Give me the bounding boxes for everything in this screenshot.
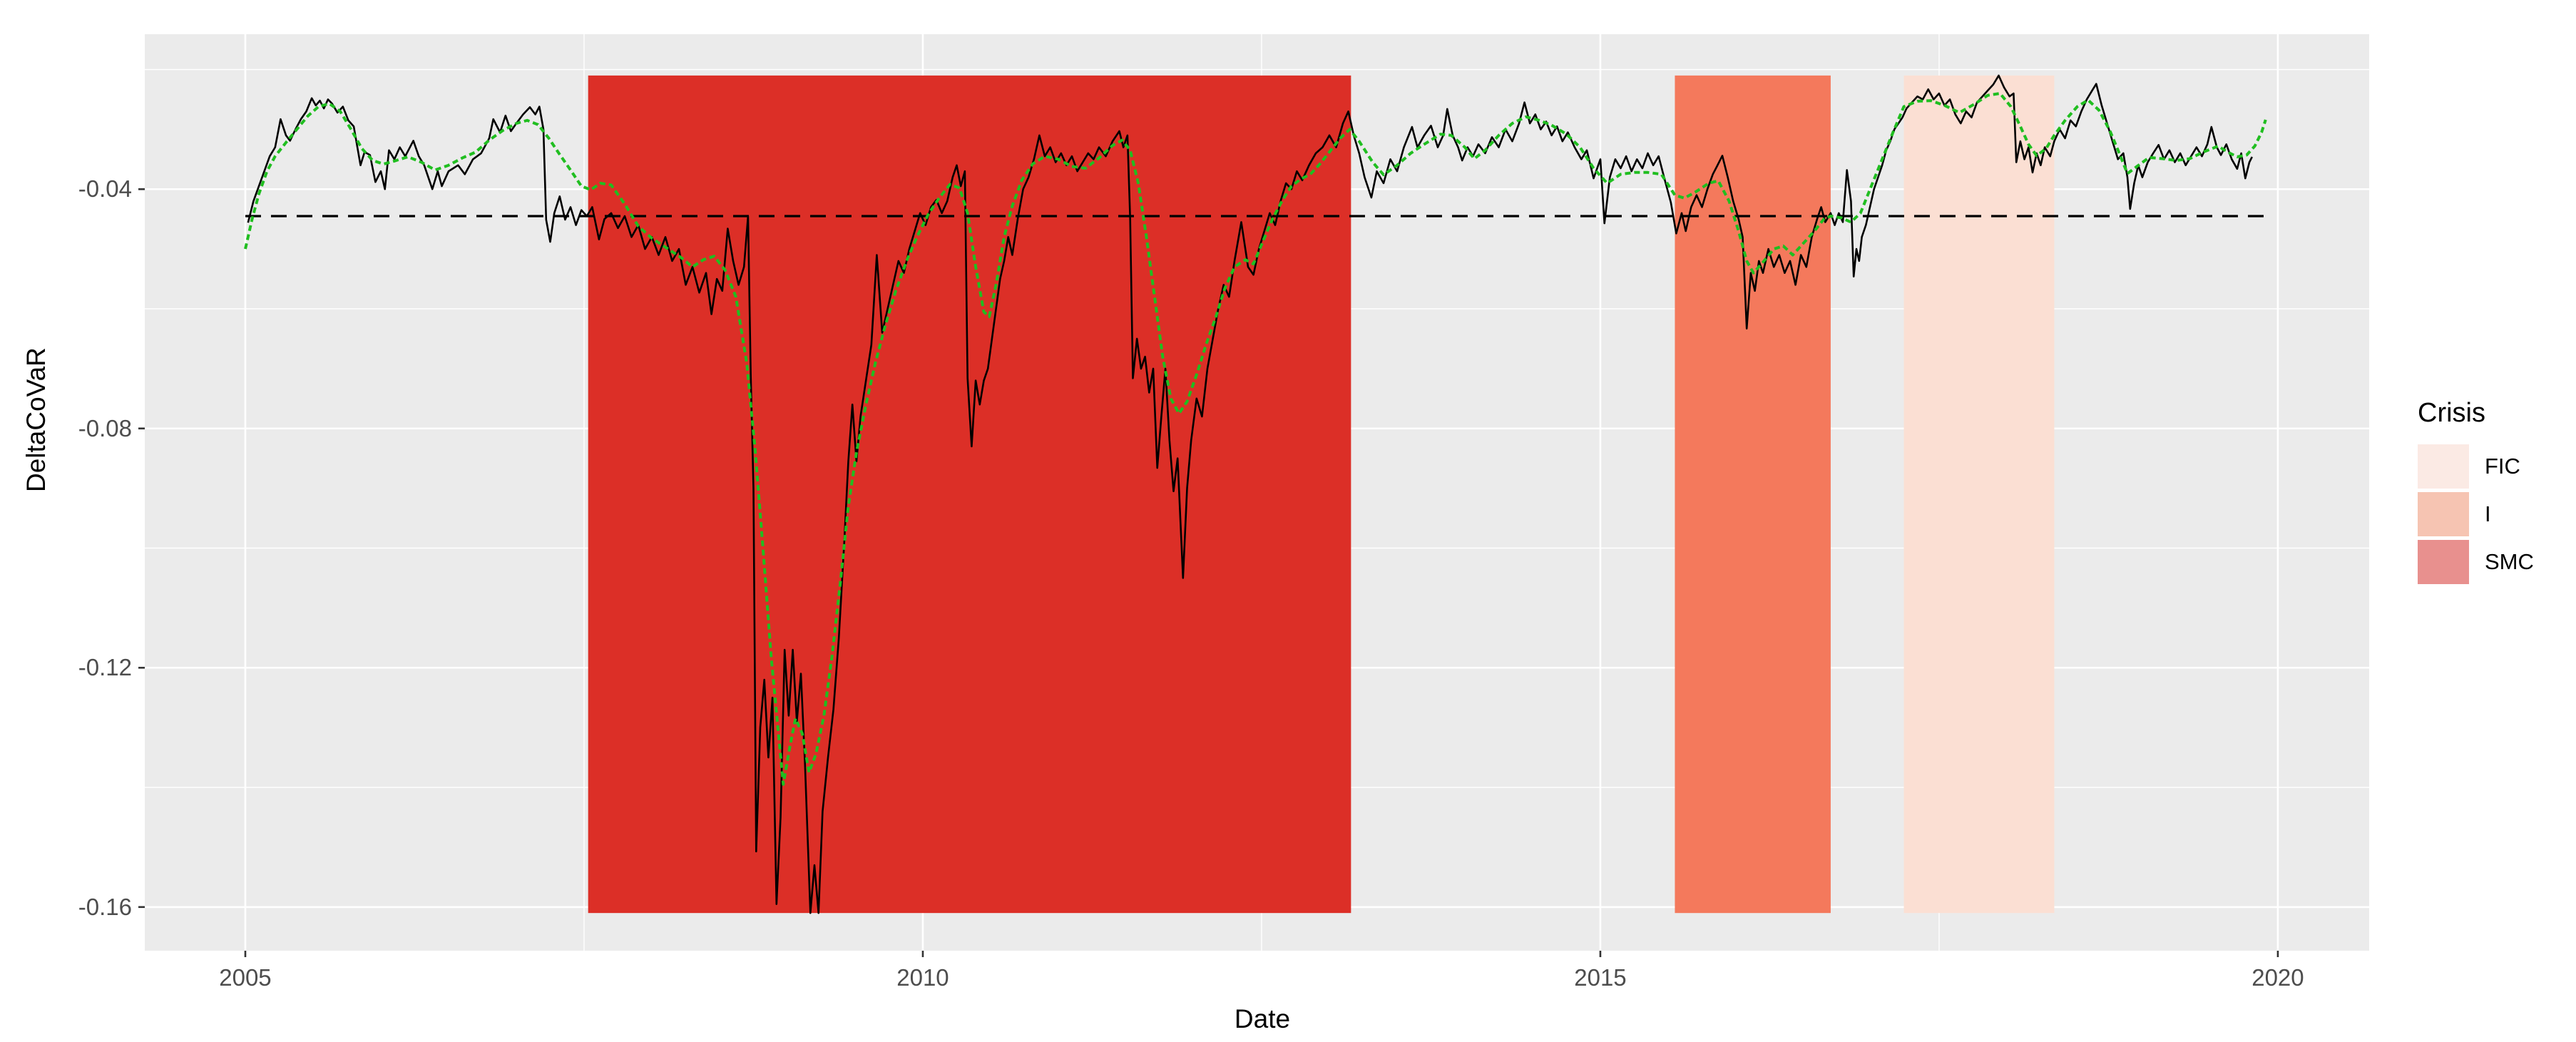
legend-item-I: I: [2418, 492, 2576, 536]
series-black_line: [247, 74, 2253, 914]
x-tick-label: 2020: [2252, 964, 2304, 991]
y-tick-label: -0.16: [78, 893, 132, 920]
crisis-region-I: [1675, 75, 1831, 914]
legend: Crisis FIC I SMC: [2418, 398, 2576, 588]
legend-key-FIC: [2418, 444, 2469, 489]
x-tick-label: 2005: [219, 964, 272, 991]
series-green_line: [244, 92, 2267, 786]
legend-label: I: [2485, 501, 2491, 526]
legend-item-SMC: SMC: [2418, 540, 2576, 584]
legend-label: FIC: [2485, 454, 2520, 479]
legend-items: FIC I SMC: [2418, 444, 2576, 584]
x-tick-label: 2015: [1574, 964, 1627, 991]
legend-item-FIC: FIC: [2418, 444, 2576, 489]
legend-label: SMC: [2485, 549, 2534, 574]
x-axis-title: Date: [1234, 1004, 1291, 1033]
y-tick-label: -0.12: [78, 654, 132, 681]
crisis-region-SMC: [588, 75, 1351, 914]
legend-key-I: [2418, 492, 2469, 536]
y-tick-label: -0.08: [78, 414, 132, 441]
legend-title: Crisis: [2418, 398, 2485, 428]
y-tick-label: -0.04: [78, 175, 132, 203]
x-tick-label: 2010: [896, 964, 949, 991]
legend-key-SMC: [2418, 540, 2469, 584]
crisis-region-FIC: [1903, 75, 2055, 914]
